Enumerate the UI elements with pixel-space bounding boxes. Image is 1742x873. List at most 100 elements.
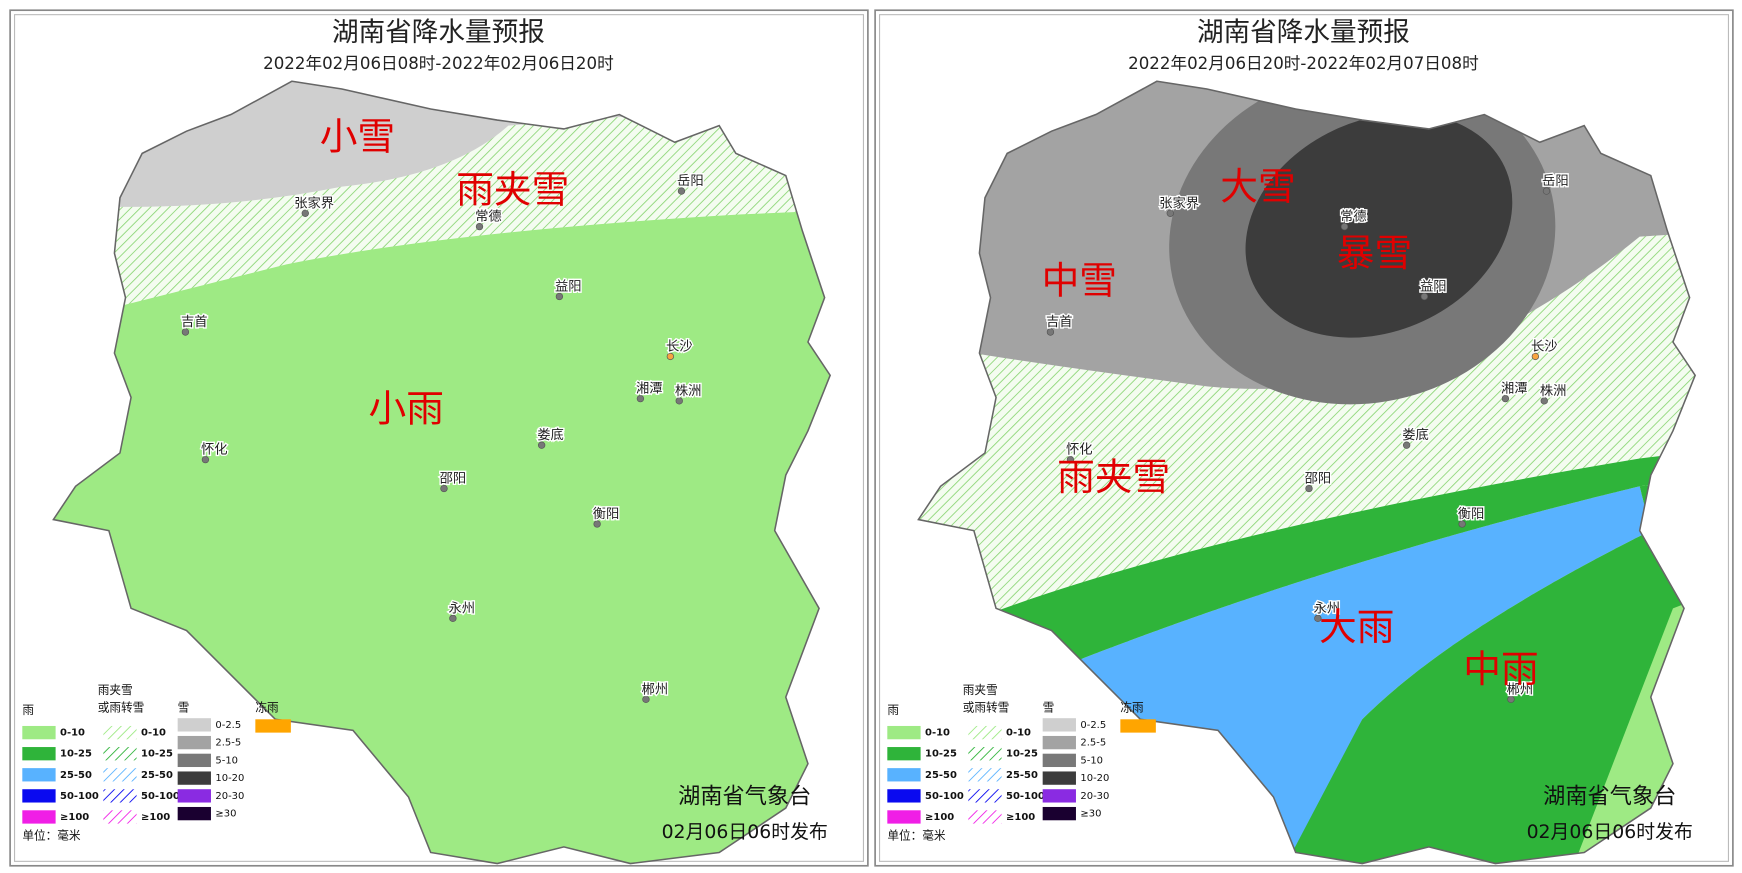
city-label: 娄底 xyxy=(1402,427,1429,443)
legend-swatch xyxy=(968,789,1002,803)
legend-label: 20-30 xyxy=(215,791,244,802)
legend-header: 雨 xyxy=(22,703,34,717)
legend-swatch xyxy=(1042,735,1076,750)
city-label: 吉首 xyxy=(1046,314,1073,330)
map-panel: 湖南省降水量预报 2022年02月06日08时-2022年02月06日20时张家界… xyxy=(9,9,869,867)
area-blizzard xyxy=(1245,113,1513,338)
legend-swatch xyxy=(1042,771,1076,785)
legend-swatch xyxy=(177,789,211,803)
legend-swatch xyxy=(1042,718,1076,732)
city-dot xyxy=(642,695,650,703)
legend-swatch xyxy=(1120,719,1156,733)
map-panel: 湖南省降水量预报 2022年02月06日20时-2022年02月07日08时张家界… xyxy=(874,9,1734,867)
legend-label: 0-10 xyxy=(141,728,166,739)
city-dot xyxy=(675,397,683,405)
legend-label: 50-100 xyxy=(1006,791,1045,802)
legend-header: 或雨转雪 xyxy=(963,701,1010,715)
legend-swatch xyxy=(22,725,56,740)
issuer: 湖南省气象台 xyxy=(1543,783,1676,809)
legend-header: 雨夹雪 xyxy=(963,683,998,697)
city-dot xyxy=(537,441,546,449)
legend-swatch xyxy=(177,735,211,750)
legend-label: 25-50 xyxy=(60,770,92,781)
legend-swatch xyxy=(968,725,1002,740)
legend-label: 10-25 xyxy=(925,749,957,760)
city-label: 娄底 xyxy=(537,427,564,443)
city-dot xyxy=(555,292,564,301)
city-label: 湘潭 xyxy=(636,381,663,397)
province-border xyxy=(52,80,832,865)
city-dot xyxy=(1501,394,1510,403)
legend-label: ≥100 xyxy=(925,812,954,823)
legend-label: 0-2.5 xyxy=(1080,720,1106,731)
legend-swatch xyxy=(22,810,56,824)
city-dot xyxy=(1420,292,1429,301)
city-label: 长沙 xyxy=(1531,338,1558,354)
legend-swatch xyxy=(177,771,211,785)
legend-swatch xyxy=(887,747,921,761)
legend-label: 25-50 xyxy=(141,770,173,781)
legend-label: 2.5-5 xyxy=(1080,738,1106,749)
legend-swatch xyxy=(968,747,1002,761)
city-label: 邵阳 xyxy=(1305,471,1332,487)
legend-header: 冻雨 xyxy=(1120,701,1144,715)
city-label: 益阳 xyxy=(555,279,582,295)
legend-label: 50-100 xyxy=(141,791,180,802)
legend-label: 20-30 xyxy=(1080,791,1109,802)
legend-swatch xyxy=(968,810,1002,824)
legend-swatch xyxy=(887,725,921,740)
legend-swatch xyxy=(22,747,56,761)
release-time: 02月06日06时发布 xyxy=(1527,821,1693,843)
city-dot xyxy=(1066,455,1075,464)
legend-label: 25-50 xyxy=(1006,770,1038,781)
legend-swatch xyxy=(103,747,137,761)
city-label: 永州 xyxy=(1313,600,1340,616)
city-label: 郴州 xyxy=(1507,681,1534,697)
city-label: 怀化 xyxy=(201,442,228,458)
city-dot xyxy=(1540,397,1548,405)
legend-label: 25-50 xyxy=(925,770,957,781)
region-label: 中雪 xyxy=(1042,259,1117,303)
legend-swatch xyxy=(255,719,291,733)
legend-label: 10-20 xyxy=(215,773,244,784)
legend-label: 0-10 xyxy=(1006,728,1031,739)
legend-label: 0-10 xyxy=(925,728,950,739)
city-label: 株洲 xyxy=(1540,383,1567,399)
legend-label: ≥100 xyxy=(1006,812,1035,823)
legend-swatch xyxy=(22,768,56,782)
legend-label: 2.5-5 xyxy=(215,738,241,749)
city-label: 长沙 xyxy=(666,338,693,354)
city-dot xyxy=(1458,520,1466,528)
legend-swatch xyxy=(1042,806,1076,821)
legend-label: 5-10 xyxy=(1080,755,1103,766)
city-label: 吉首 xyxy=(181,314,208,330)
legend-label: 10-25 xyxy=(141,749,173,760)
region-label: 大雪 xyxy=(1220,164,1295,208)
city-dot xyxy=(475,222,484,231)
province-border xyxy=(917,80,1697,865)
legend-swatch xyxy=(1042,753,1076,768)
title: 湖南省降水量预报 xyxy=(1197,17,1410,48)
legend-header: 或雨转雪 xyxy=(98,701,145,715)
city-dot xyxy=(1402,441,1411,449)
release-time: 02月06日06时发布 xyxy=(662,821,828,843)
legend-header: 雪 xyxy=(1043,701,1055,715)
region-label: 中雨 xyxy=(1463,647,1538,691)
legend-label: ≥30 xyxy=(215,809,236,820)
legend-swatch xyxy=(177,806,211,821)
region-label: 雨夹雪 xyxy=(1057,455,1170,499)
issuer: 湖南省气象台 xyxy=(678,783,811,809)
city-dot xyxy=(1314,614,1322,622)
legend-label: 10-20 xyxy=(1080,773,1109,784)
city-label: 湘潭 xyxy=(1501,381,1528,397)
city-dot xyxy=(636,394,645,403)
legend-swatch xyxy=(887,768,921,782)
legend-swatch xyxy=(1042,789,1076,803)
city-label: 益阳 xyxy=(1420,279,1447,295)
legend-label: ≥30 xyxy=(1080,809,1101,820)
city-label: 邵阳 xyxy=(440,471,467,487)
city-label: 衡阳 xyxy=(593,506,620,522)
